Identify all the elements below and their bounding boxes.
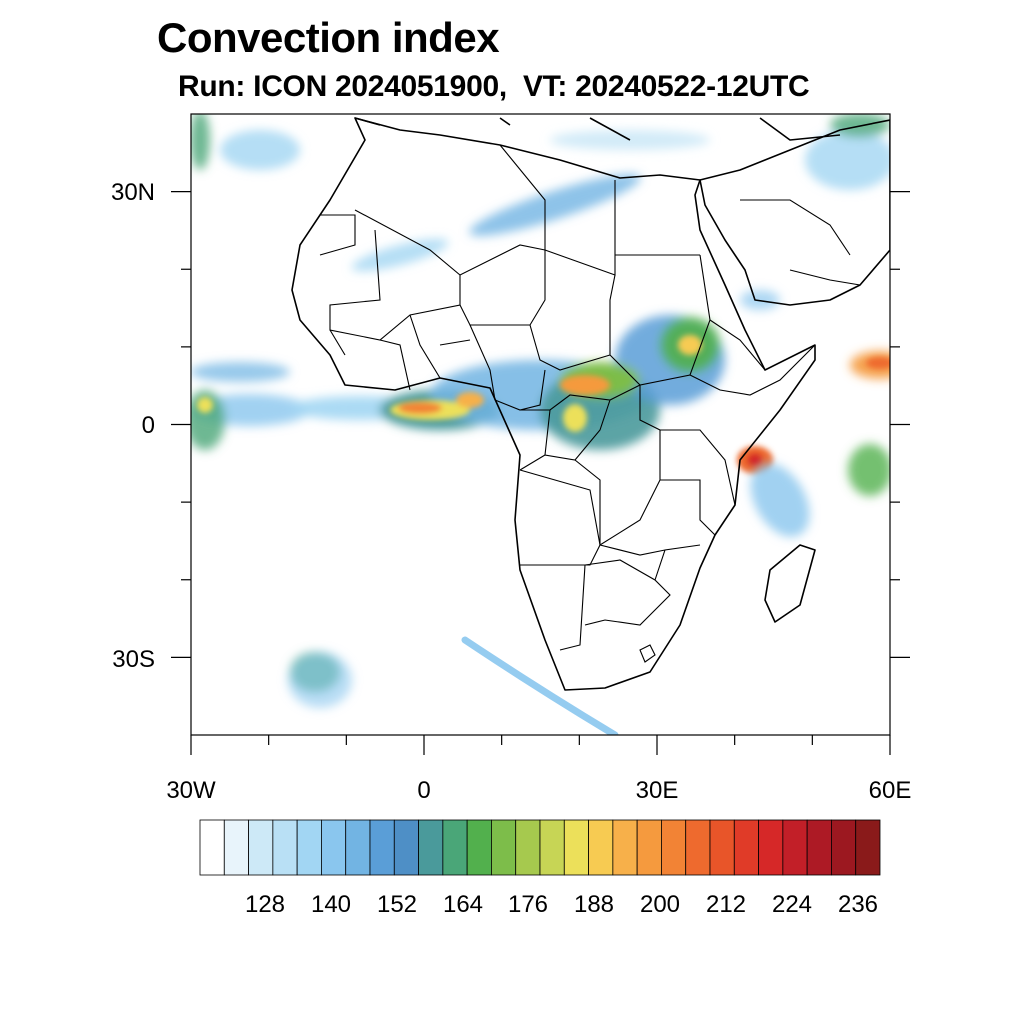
colorbar-label-140: 140 [311,891,351,918]
colorbar-swatch [515,819,541,876]
border-mali [329,229,461,341]
colorbar-swatch [393,819,419,876]
colorbar-label-236: 236 [838,891,878,918]
border-algeria [354,144,546,276]
colorbar-swatch [782,819,808,876]
run-value: ICON 2024051900, [253,70,507,103]
colorbar-swatch [345,819,371,876]
lat-axis-labels: 30N 0 30S [111,179,155,673]
colorbar-swatch [733,819,759,876]
colorbar-swatch [685,819,711,876]
lon-label-0: 0 [417,777,430,804]
border-congo-drc [519,385,661,546]
colorbar-label-152: 152 [377,891,417,918]
africa-coastline [291,117,816,691]
colorbar [199,819,881,876]
colorbar-label-200: 200 [640,891,680,918]
border-arabia [740,199,861,286]
lon-label-30e: 30E [636,777,679,804]
colorbar-swatch [636,819,662,876]
vt-label: VT: [522,70,568,103]
border-namibia [520,559,671,651]
border-horn [689,319,816,396]
colorbar-swatch [709,819,735,876]
lat-label-30s: 30S [112,646,155,673]
chart-subtitle: Run: ICON 2024051900, VT: 20240522-12UTC [178,70,810,104]
colorbar-swatch [248,819,274,876]
colorbar-label-224: 224 [772,891,812,918]
axis-ticks [171,191,910,755]
lon-label-30w: 30W [166,777,216,804]
colorbar-swatch [539,819,565,876]
colorbar-swatch [466,819,492,876]
colorbar-labels: 128 140 152 164 176 188 200 212 224 236 [245,891,878,918]
colorbar-swatch [442,819,468,876]
colorbar-swatch [418,819,444,876]
europe-coastline [354,117,841,141]
border-west-coast [329,314,471,391]
chart-title: Convection index [157,14,500,61]
country-borders [319,144,861,663]
lon-label-60e: 60E [869,777,912,804]
convection-field [191,114,890,735]
arabia-coastline [699,119,890,306]
lat-label-0: 0 [142,412,155,439]
colorbar-label-128: 128 [245,891,285,918]
colorbar-swatch [296,819,322,876]
vt-value: 20240522-12UTC [575,70,810,103]
colorbar-swatch [272,819,298,876]
colorbar-swatch [855,819,881,876]
colorbar-swatch [199,819,225,876]
colorbar-swatch [831,819,857,876]
colorbar-swatch [491,819,517,876]
colorbar-label-176: 176 [508,891,548,918]
border-east [660,429,736,536]
colorbar-label-164: 164 [443,891,483,918]
colorbar-swatch [806,819,832,876]
field-frontal-band [461,636,619,735]
border-southern [599,544,701,581]
border-west-sahara [319,214,356,256]
border-angola [519,469,601,566]
colorbar-swatch [563,819,589,876]
lat-label-30n: 30N [111,179,155,206]
colorbar-swatch [661,819,687,876]
border-lesotho [639,644,656,663]
colorbar-label-212: 212 [706,891,746,918]
colorbar-swatch [369,819,395,876]
field-bands [288,174,810,708]
colorbar-swatch [612,819,638,876]
border-nigeria [469,324,546,411]
field-cores [197,335,890,474]
lon-axis-labels: 30W 0 30E 60E [166,777,911,804]
colorbar-swatch [588,819,614,876]
colorbar-swatch [321,819,347,876]
madagascar-coastline [764,544,816,623]
colorbar-swatch [223,819,249,876]
coastlines [291,117,890,691]
colorbar-label-188: 188 [574,891,614,918]
border-niger [459,250,546,326]
run-label: Run: [178,70,246,103]
colorbar-swatch [758,819,784,876]
